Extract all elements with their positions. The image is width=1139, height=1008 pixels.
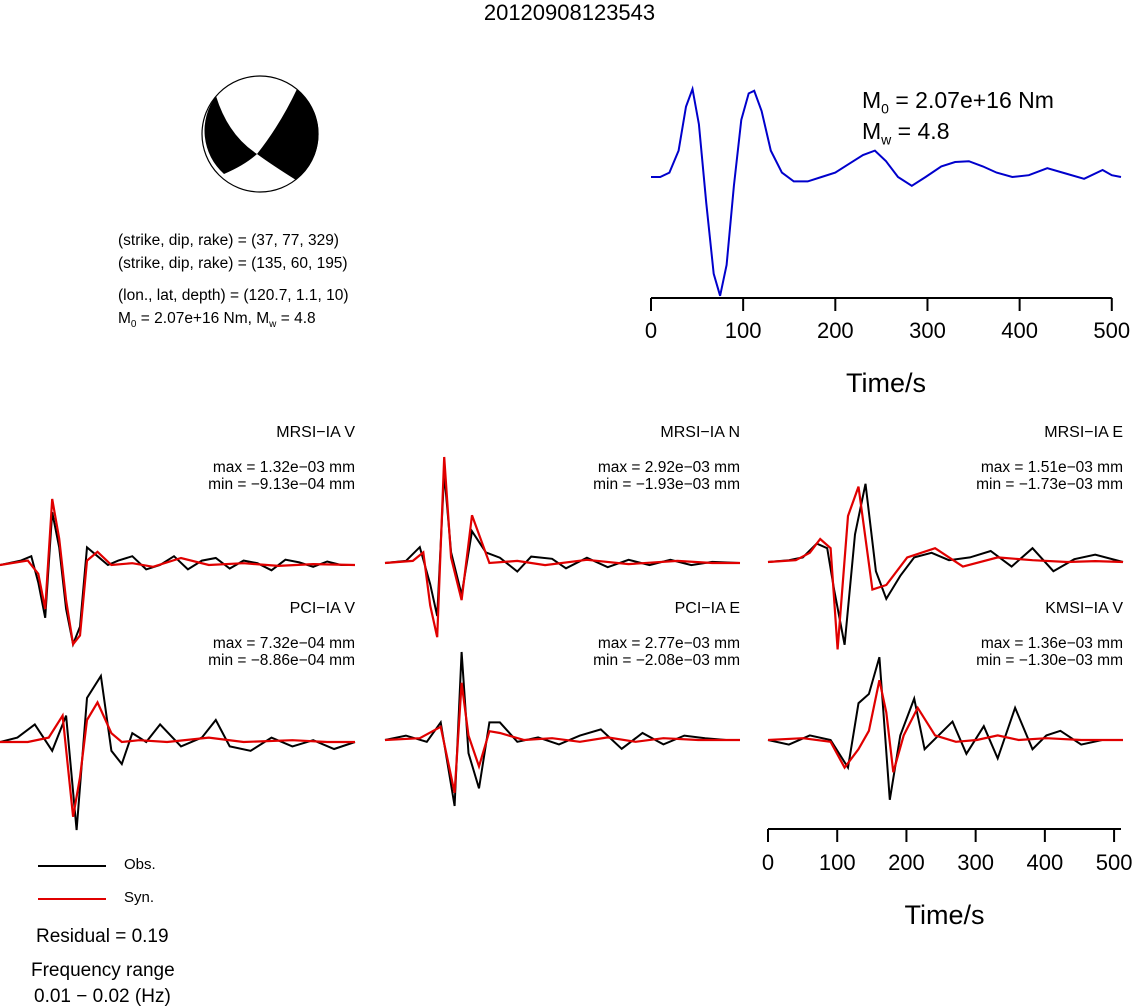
- frequency-title: Frequency range: [31, 960, 175, 981]
- max-value: max = 1.51e−03 mm: [980, 459, 1123, 476]
- info-m0-sub: 0: [130, 319, 137, 331]
- min-value: min = −2.08e−03 mm: [593, 652, 740, 669]
- max-value: max = 7.32e−04 mm: [212, 635, 355, 652]
- observed-waveform: [0, 512, 355, 648]
- max-value: max = 2.92e−03 mm: [597, 459, 740, 476]
- synthetic-waveform: [384, 456, 740, 638]
- min-value: min = −9.13e−04 mm: [208, 476, 355, 493]
- stf-m0-sub: 0: [881, 100, 889, 117]
- info-mw-sub: w: [269, 319, 277, 331]
- legend-lines: [38, 865, 106, 900]
- synthetic-waveform: [384, 682, 740, 794]
- stf-m0-letter: M: [862, 87, 882, 113]
- station-label: PCI−IA V: [289, 600, 355, 617]
- info-m0-letter: M: [118, 310, 131, 327]
- waveform-x-tick-label: 0: [761, 850, 775, 875]
- synthetic-waveform: [0, 498, 356, 647]
- stf-x-tick-label: 0: [644, 318, 658, 343]
- stf-mw-sub: w: [881, 131, 892, 148]
- stf-m0-label: M0 = 2.07e+16 Nm: [862, 85, 1054, 124]
- beachball-compressional-left: [204, 96, 257, 174]
- stf-x-tick-label: 300: [909, 318, 946, 343]
- observed-waveform: [767, 483, 1124, 645]
- observed-waveform: [767, 656, 1123, 800]
- waveform-x-axis-label: Time/s: [904, 900, 985, 930]
- stf-mw-label: Mw = 4.8: [862, 116, 949, 155]
- waveform-x-tick-label: 100: [818, 850, 856, 875]
- info-moment: M0 = 2.07e+16 Nm, Mw = 4.8: [118, 308, 316, 335]
- max-value: max = 2.77e−03 mm: [597, 635, 740, 652]
- figure-title: 20120908123543: [483, 0, 656, 25]
- info-moment-mid: = 2.07e+16 Nm, M: [136, 310, 270, 327]
- frequency-range: 0.01 − 0.02 (Hz): [34, 986, 171, 1007]
- stf-line: [651, 85, 1122, 297]
- station-label: PCI−IA E: [674, 600, 740, 617]
- beachball-compressional-right: [257, 89, 319, 180]
- info-plane2: (strike, dip, rake) = (135, 60, 195): [118, 255, 348, 272]
- legend-syn-label: Syn.: [124, 889, 155, 906]
- stf-x-tick-label: 400: [1001, 318, 1038, 343]
- stf-x-tick-label: 500: [1093, 318, 1131, 343]
- stf-x-tick-label: 200: [816, 318, 854, 343]
- waveform-panels: [0, 456, 1124, 842]
- info-location: (lon., lat, depth) = (120.7, 1.1, 10): [118, 287, 349, 304]
- stf-plot: [650, 85, 1122, 311]
- legend-obs-label: Obs.: [124, 856, 156, 873]
- synthetic-waveform: [767, 679, 1123, 773]
- station-label: KMSI−IA V: [1045, 600, 1123, 617]
- stf-mw-letter: M: [862, 118, 882, 144]
- info-mw-value: = 4.8: [276, 310, 316, 327]
- stf-m0-value: = 2.07e+16 Nm: [888, 87, 1054, 113]
- min-value: min = −1.93e−03 mm: [593, 476, 740, 493]
- synthetic-waveform: [767, 486, 1124, 650]
- waveform-x-tick-label: 200: [888, 850, 925, 875]
- synthetic-waveform: [0, 700, 355, 817]
- residual-text: Residual = 0.19: [36, 926, 169, 947]
- max-value: max = 1.32e−03 mm: [212, 459, 355, 476]
- beachball: [201, 75, 319, 193]
- waveform-x-tick-label: 500: [1095, 850, 1133, 875]
- min-value: min = −8.86e−04 mm: [208, 652, 355, 669]
- info-plane1: (strike, dip, rake) = (37, 77, 329): [118, 232, 339, 249]
- station-label: MRSI−IA E: [1044, 424, 1123, 441]
- station-label: MRSI−IA N: [660, 424, 740, 441]
- station-label: MRSI−IA V: [276, 424, 355, 441]
- observed-waveform: [0, 673, 356, 831]
- min-value: min = −1.73e−03 mm: [976, 476, 1123, 493]
- stf-mw-value: = 4.8: [891, 118, 950, 144]
- stf-x-tick-label: 100: [724, 318, 762, 343]
- waveform-x-tick-label: 300: [957, 850, 994, 875]
- min-value: min = −1.30e−03 mm: [976, 652, 1123, 669]
- stf-x-axis-label: Time/s: [846, 368, 926, 398]
- waveform-x-tick-label: 400: [1026, 850, 1064, 875]
- max-value: max = 1.36e−03 mm: [980, 635, 1123, 652]
